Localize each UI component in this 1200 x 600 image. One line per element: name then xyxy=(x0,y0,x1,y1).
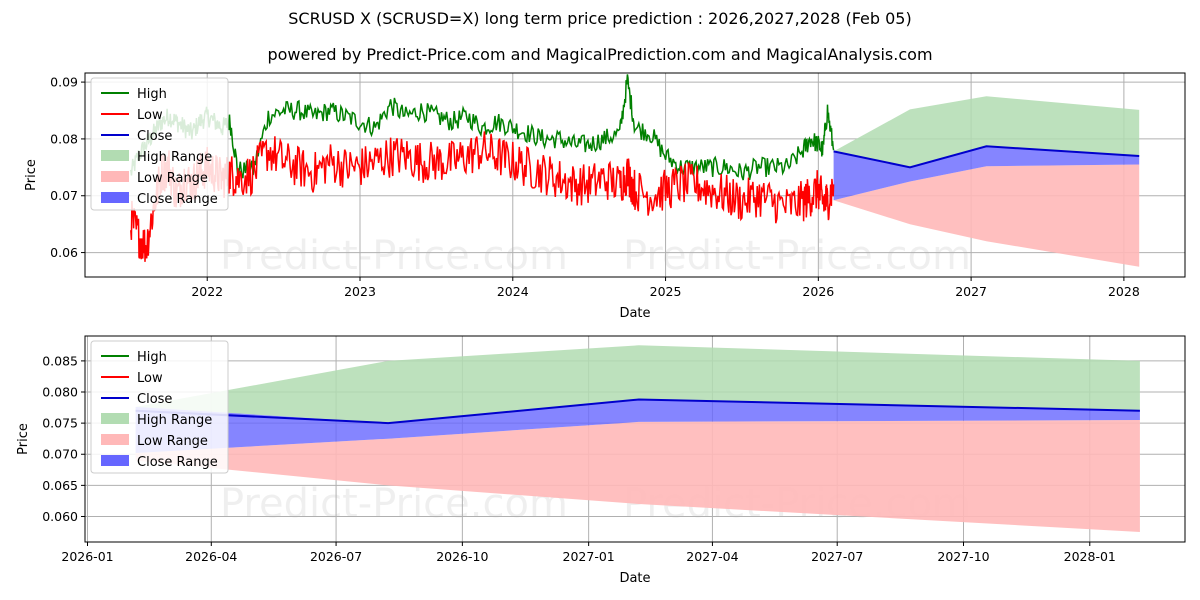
watermark-left: Predict-Price.com xyxy=(220,233,568,279)
x-tick-label: 2022 xyxy=(191,284,223,299)
legend: High Low Close High Range Low Range Close Ran… xyxy=(90,340,229,474)
legend-close-range-label: Close Range xyxy=(137,455,218,470)
legend-close-range-label: Close Range xyxy=(137,192,218,207)
legend-high-label: High xyxy=(137,87,167,102)
x-tick-label: 2026-01 xyxy=(61,549,113,564)
legend-close-range-swatch xyxy=(101,455,129,466)
high-range-area xyxy=(833,96,1140,168)
watermark-right: Predict-Price.com xyxy=(623,233,971,279)
legend-close-range-swatch xyxy=(101,192,129,203)
y-tick-label: 0.09 xyxy=(50,75,78,90)
x-tick-label: 2025 xyxy=(650,284,682,299)
y-tick-label: 0.070 xyxy=(42,447,78,462)
x-axis-label: Date xyxy=(619,571,650,586)
x-tick-label: 2027-01 xyxy=(563,549,615,564)
y-axis-label: Price xyxy=(16,423,31,455)
legend-low-label: Low xyxy=(137,108,163,123)
legend-high-range-label: High Range xyxy=(137,413,212,428)
high-series-line xyxy=(130,74,835,181)
legend-low-range-label: Low Range xyxy=(137,171,208,186)
chart-subtitle: powered by Predict-Price.com and Magical… xyxy=(267,45,933,64)
plot-area xyxy=(135,345,1140,532)
x-tick-label: 2027-10 xyxy=(937,549,989,564)
legend-high-label: High xyxy=(137,350,167,365)
x-tick-label: 2026-07 xyxy=(310,549,362,564)
close-series-line xyxy=(135,398,1140,425)
high-range-area xyxy=(135,345,1140,424)
low-range-area xyxy=(833,164,1140,267)
x-tick-label: 2026 xyxy=(802,284,834,299)
chart-panel-2: Predict-Price.comPredict-Price.com2026-0… xyxy=(16,335,1186,586)
plot-frame xyxy=(84,335,1186,543)
x-tick-label: 2023 xyxy=(344,284,376,299)
y-tick-label: 0.080 xyxy=(42,385,78,400)
legend: High Low Close High Range Low Range Close Ran… xyxy=(90,77,229,211)
y-tick-label: 0.075 xyxy=(42,416,78,431)
legend-close-label: Close xyxy=(137,129,172,144)
plot-frame xyxy=(84,72,1186,278)
y-tick-label: 0.06 xyxy=(50,245,78,260)
x-tick-label: 2028 xyxy=(1108,284,1140,299)
y-tick-label: 0.060 xyxy=(42,509,78,524)
x-tick-label: 2026-04 xyxy=(185,549,237,564)
legend-high-range-swatch xyxy=(101,150,129,161)
legend-low-range-swatch xyxy=(101,171,129,182)
legend-low-range-label: Low Range xyxy=(137,434,208,449)
x-tick-label: 2027-04 xyxy=(686,549,738,564)
close-range-area xyxy=(135,399,1140,453)
x-tick-label: 2027-07 xyxy=(811,549,863,564)
low-range-area xyxy=(135,420,1140,532)
y-axis-label: Price xyxy=(24,159,39,191)
legend-low-label: Low xyxy=(137,371,163,386)
x-axis-label: Date xyxy=(619,306,650,321)
x-tick-label: 2027 xyxy=(955,284,987,299)
legend-close-label: Close xyxy=(137,392,172,407)
legend-high-range-swatch xyxy=(101,413,129,424)
close-series-line xyxy=(833,145,1140,169)
chart-panel-1: Predict-Price.com Predict-Price.com 2022 20… xyxy=(24,72,1186,321)
close-range-area xyxy=(833,146,1140,201)
legend-low-range-swatch xyxy=(101,434,129,445)
x-tick-label: 2028-01 xyxy=(1064,549,1116,564)
chart-title: SCRUSD X (SCRUSD=X) long term price pred… xyxy=(288,9,912,28)
y-tick-label: 0.08 xyxy=(50,131,78,146)
plot-area xyxy=(130,74,1140,267)
y-tick-label: 0.07 xyxy=(50,188,78,203)
y-tick-label: 0.065 xyxy=(42,478,78,493)
x-tick-label: 2024 xyxy=(497,284,529,299)
x-tick-label: 2026-10 xyxy=(436,549,488,564)
legend-high-range-label: High Range xyxy=(137,150,212,165)
y-tick-label: 0.085 xyxy=(42,353,78,368)
